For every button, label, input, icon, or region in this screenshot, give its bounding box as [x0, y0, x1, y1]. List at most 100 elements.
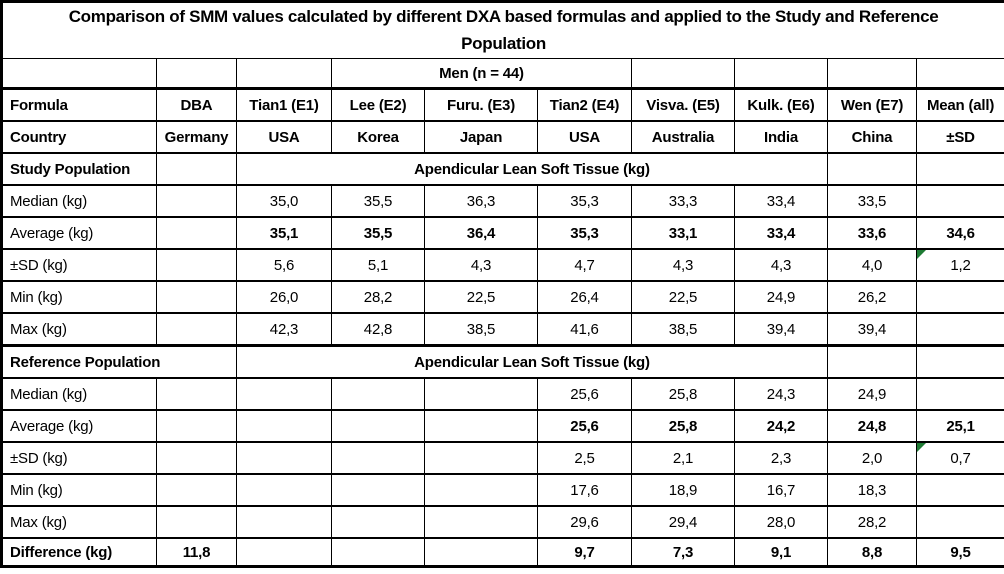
empty-cell	[915, 58, 1004, 90]
value-cell: 25,6	[537, 409, 632, 443]
row-label: ±SD (kg)	[1, 441, 157, 475]
empty-cell	[156, 409, 237, 443]
column-header-dba: DBA	[156, 87, 237, 122]
value-cell-mean-with-error-indicator: 0,7	[915, 441, 1004, 475]
row-label-country: Country	[1, 120, 157, 154]
value-cell-mean-with-error-indicator: 1,2	[915, 248, 1004, 282]
empty-cell	[915, 344, 1004, 379]
value-cell: 22,5	[424, 280, 538, 314]
reference-min-row: Min (kg) 17,6 18,9 16,7 18,3	[1, 473, 1004, 507]
study-average-row: Average (kg) 35,1 35,5 36,4 35,3 33,1 33…	[1, 216, 1004, 250]
country-e3: Japan	[424, 120, 538, 154]
empty-cell	[156, 184, 237, 218]
value-cell: 11,8	[156, 537, 237, 568]
country-dba: Germany	[156, 120, 237, 154]
value-cell: 4,3	[424, 248, 538, 282]
value-cell: 2,0	[827, 441, 917, 475]
column-header-e7: Wen (E7)	[827, 87, 917, 122]
study-sd-row: ±SD (kg) 5,6 5,1 4,3 4,7 4,3 4,3 4,0 1,2	[1, 248, 1004, 282]
empty-cell	[156, 248, 237, 282]
country-e2: Korea	[331, 120, 425, 154]
value-cell: 24,9	[734, 280, 828, 314]
section-label-study: Study Population	[1, 152, 157, 186]
value-cell: 9,7	[537, 537, 632, 568]
column-header-mean: Mean (all)	[915, 87, 1004, 122]
group-header-cell: Men (n = 44)	[331, 58, 632, 90]
value-cell: 26,0	[236, 280, 332, 314]
value-cell: 35,3	[537, 184, 632, 218]
empty-cell	[424, 409, 538, 443]
empty-cell	[156, 505, 237, 539]
empty-cell	[915, 312, 1004, 347]
table-title-line1: Comparison of SMM values calculated by d…	[68, 7, 939, 27]
study-section-header-row: Study Population Apendicular Lean Soft T…	[1, 152, 1004, 186]
value-cell: 28,2	[331, 280, 425, 314]
row-label: ±SD (kg)	[1, 248, 157, 282]
value-cell: 42,8	[331, 312, 425, 347]
value-cell: 25,8	[631, 409, 735, 443]
value-cell: 2,3	[734, 441, 828, 475]
empty-cell	[424, 377, 538, 411]
reference-sd-row: ±SD (kg) 2,5 2,1 2,3 2,0 0,7	[1, 441, 1004, 475]
column-header-e1: Tian1 (E1)	[236, 87, 332, 122]
empty-cell	[915, 505, 1004, 539]
formula-header-row: Formula DBA Tian1 (E1) Lee (E2) Furu. (E…	[1, 87, 1004, 122]
group-header-row: Men (n = 44)	[1, 58, 1004, 90]
reference-median-row: Median (kg) 25,6 25,8 24,3 24,9	[1, 377, 1004, 411]
country-e7: China	[827, 120, 917, 154]
difference-row: Difference (kg) 11,8 9,7 7,3 9,1 8,8 9,5	[1, 537, 1004, 568]
country-e5: Australia	[631, 120, 735, 154]
empty-cell	[827, 344, 917, 379]
column-header-e4: Tian2 (E4)	[537, 87, 632, 122]
value-cell: 38,5	[424, 312, 538, 347]
table-title-line2: Population	[461, 33, 546, 53]
empty-cell	[156, 216, 237, 250]
value-cell: 16,7	[734, 473, 828, 507]
column-header-formula: Formula	[1, 87, 157, 122]
country-e6: India	[734, 120, 828, 154]
value-cell: 35,3	[537, 216, 632, 250]
value-cell: 17,6	[537, 473, 632, 507]
row-label-difference: Difference (kg)	[1, 537, 157, 568]
column-header-e2: Lee (E2)	[331, 87, 425, 122]
value-cell: 26,2	[827, 280, 917, 314]
row-label: Median (kg)	[1, 184, 157, 218]
empty-cell	[156, 377, 237, 411]
empty-cell	[156, 152, 237, 186]
empty-cell	[915, 184, 1004, 218]
empty-cell	[331, 505, 425, 539]
row-label: Min (kg)	[1, 280, 157, 314]
country-e4: USA	[537, 120, 632, 154]
value-cell: 35,5	[331, 184, 425, 218]
study-min-row: Min (kg) 26,0 28,2 22,5 26,4 22,5 24,9 2…	[1, 280, 1004, 314]
value-cell: 8,8	[827, 537, 917, 568]
value-cell: 33,3	[631, 184, 735, 218]
empty-cell	[1, 58, 157, 90]
row-label: Min (kg)	[1, 473, 157, 507]
empty-cell	[915, 473, 1004, 507]
value-cell: 33,5	[827, 184, 917, 218]
value-cell: 33,1	[631, 216, 735, 250]
value-cell: 22,5	[631, 280, 735, 314]
value-cell: 5,1	[331, 248, 425, 282]
value-cell: 42,3	[236, 312, 332, 347]
value-cell: 18,9	[631, 473, 735, 507]
empty-cell	[915, 280, 1004, 314]
empty-cell	[156, 58, 237, 90]
empty-cell	[236, 58, 332, 90]
value-cell: 36,4	[424, 216, 538, 250]
row-label: Average (kg)	[1, 409, 157, 443]
empty-cell	[236, 377, 332, 411]
measure-header-reference: Apendicular Lean Soft Tissue (kg)	[236, 344, 828, 379]
value-cell-mean: 9,5	[915, 537, 1004, 568]
reference-max-row: Max (kg) 29,6 29,4 28,0 28,2	[1, 505, 1004, 539]
value-cell: 41,6	[537, 312, 632, 347]
value-cell: 28,0	[734, 505, 828, 539]
value-cell: 4,3	[631, 248, 735, 282]
value-cell: 24,3	[734, 377, 828, 411]
empty-cell	[331, 473, 425, 507]
value-cell: 35,0	[236, 184, 332, 218]
empty-cell	[156, 473, 237, 507]
empty-cell	[236, 409, 332, 443]
